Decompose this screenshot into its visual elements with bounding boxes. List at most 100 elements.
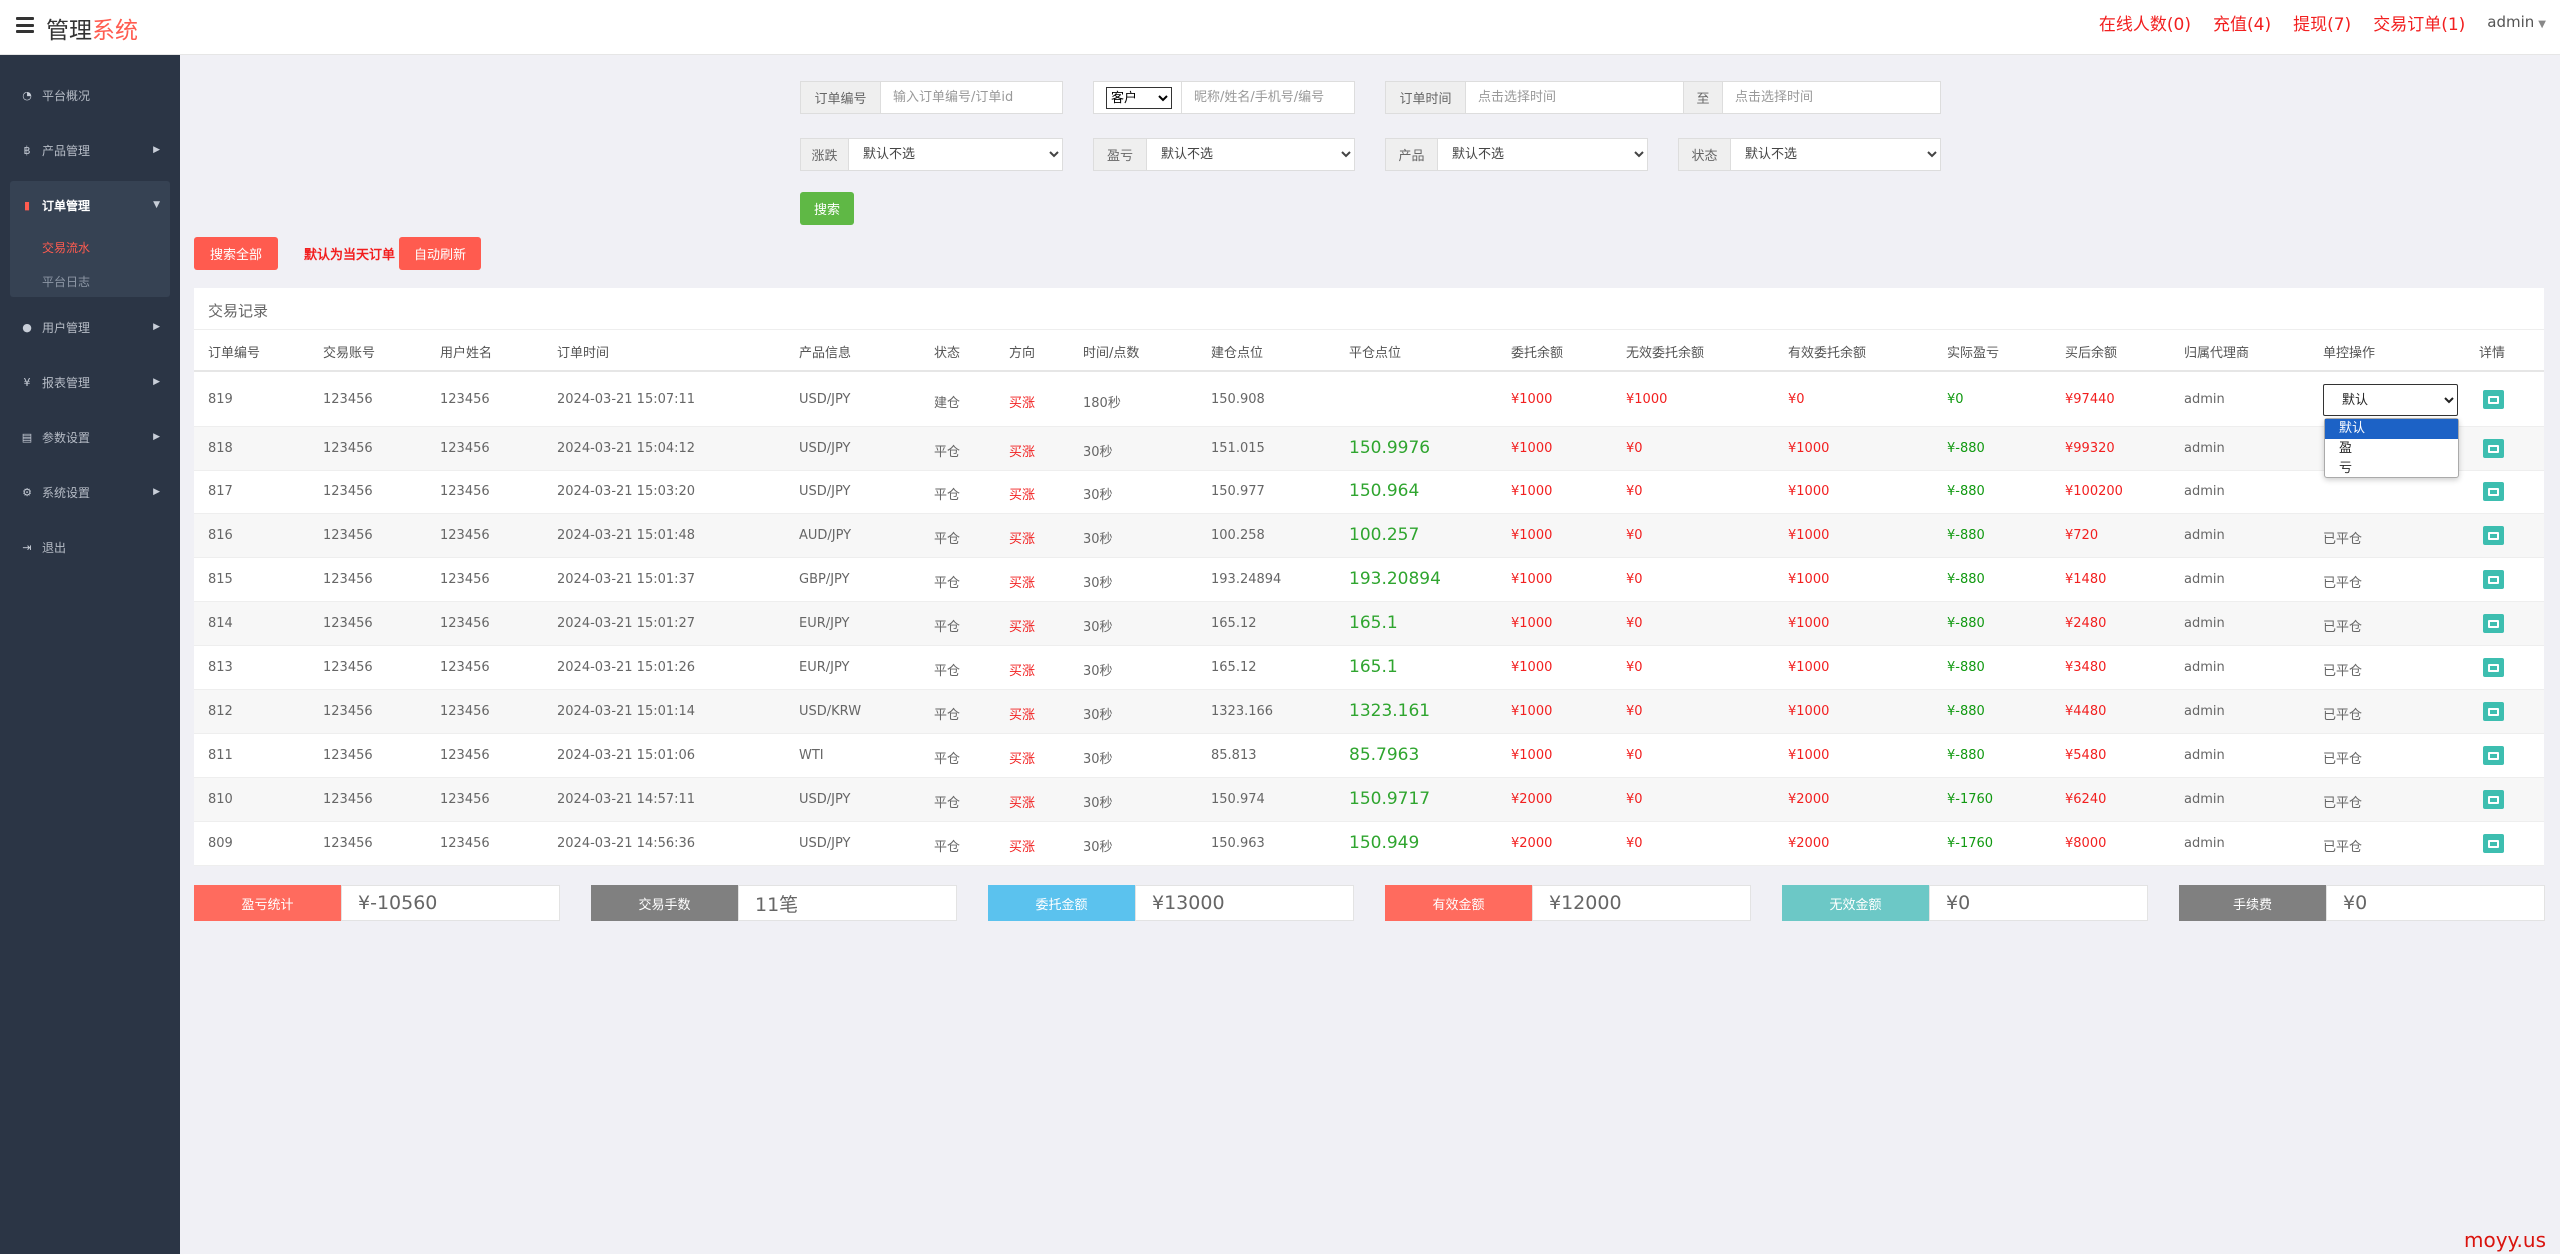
time-start-input[interactable] <box>1466 82 1683 113</box>
stat-label: 盈亏统计 <box>194 885 341 921</box>
control-option-loss[interactable]: 亏 <box>2339 461 2353 476</box>
agent-cell: admin <box>2184 484 2225 499</box>
trade-orders-link[interactable]: 交易订单(1) <box>2373 14 2466 35</box>
sidebar: ◔ 平台概况 ฿ 产品管理 ▶ ▮ 订单管理 ▼ 交易流水 平台日志 ● 用户管理 ▶ ¥ 报表… <box>0 55 180 1254</box>
actual-pnl-cell: ¥-880 <box>1947 441 1985 456</box>
search-button[interactable]: 搜索 <box>800 192 854 225</box>
to-label: 至 <box>1683 82 1723 113</box>
sidebar-item-users[interactable]: ● 用户管理 ▶ <box>0 308 180 346</box>
product-cell: USD/JPY <box>799 441 851 456</box>
control-status-cell: 已平仓 <box>2323 532 2363 547</box>
chevron-right-icon: ▶ <box>153 145 160 155</box>
logout-icon: ⇥ <box>22 540 32 554</box>
sidebar-subitem-logs[interactable]: 平台日志 <box>42 275 91 289</box>
order-time-cell: 2024-03-21 15:07:11 <box>557 392 696 407</box>
user-name-cell: 123456 <box>440 836 490 851</box>
direction-cell: 买涨 <box>1009 708 1036 723</box>
agent-cell: admin <box>2184 792 2225 807</box>
detail-icon[interactable] <box>2483 834 2504 853</box>
online-users-link[interactable]: 在线人数(0) <box>2098 14 2192 35</box>
sidebar-item-params[interactable]: ▤ 参数设置 ▶ <box>0 418 180 456</box>
customer-type-select[interactable]: 客户 <box>1106 87 1172 109</box>
chevron-right-icon: ▶ <box>153 432 160 442</box>
detail-icon[interactable] <box>2483 702 2504 721</box>
sidebar-item-orders[interactable]: ▮ 订单管理 ▼ <box>0 186 180 224</box>
detail-icon[interactable] <box>2483 390 2504 409</box>
order-no-input[interactable] <box>881 82 1062 113</box>
status-filter: 状态 默认不选 <box>1678 138 1941 171</box>
product-cell: USD/JPY <box>799 392 851 407</box>
open-price-cell: 150.908 <box>1211 392 1265 407</box>
balance-after-cell: ¥720 <box>2065 528 2099 543</box>
panel-title: 交易记录 <box>208 302 269 320</box>
detail-icon[interactable] <box>2483 439 2504 458</box>
detail-icon[interactable] <box>2483 526 2504 545</box>
entrust-amount-cell: ¥1000 <box>1511 484 1553 499</box>
sidebar-item-logout[interactable]: ⇥ 退出 <box>0 528 180 566</box>
product-label: 产品 <box>1386 139 1438 170</box>
product-cell: USD/KRW <box>799 704 862 719</box>
valid-amount-cell: ¥1000 <box>1788 528 1830 543</box>
entrust-amount-cell: ¥1000 <box>1511 392 1553 407</box>
table-row: 812 123456 123456 2024-03-21 15:01:14 USD/KR… <box>194 690 2544 734</box>
withdraw-link[interactable]: 提现(7) <box>2293 14 2352 35</box>
detail-icon[interactable] <box>2483 746 2504 765</box>
user-name-cell: 123456 <box>440 792 490 807</box>
control-select[interactable]: 默认 <box>2323 384 2458 416</box>
rise-fall-select[interactable]: 默认不选 <box>849 139 1062 170</box>
actual-pnl-cell: ¥-1760 <box>1947 836 1994 851</box>
agent-cell: admin <box>2184 441 2225 456</box>
sidebar-item-reports[interactable]: ¥ 报表管理 ▶ <box>0 363 180 401</box>
close-price-cell: 165.1 <box>1349 613 1398 633</box>
control-option-profit[interactable]: 盈 <box>2339 441 2353 456</box>
chevron-down-icon: ▼ <box>2538 19 2546 30</box>
actual-pnl-cell: ¥-880 <box>1947 572 1985 587</box>
chevron-right-icon: ▶ <box>153 487 160 497</box>
status-select[interactable]: 默认不选 <box>1731 139 1940 170</box>
sidebar-item-products[interactable]: ฿ 产品管理 ▶ <box>0 131 180 169</box>
order-time-cell: 2024-03-21 15:01:14 <box>557 704 696 719</box>
watermark: moyy.us <box>2464 1228 2546 1252</box>
control-option-default[interactable]: 默认 <box>2325 419 2458 439</box>
detail-icon[interactable] <box>2483 570 2504 589</box>
detail-icon[interactable] <box>2483 482 2504 501</box>
duration-cell: 30秒 <box>1083 708 1113 723</box>
entrust-amount-cell: ¥1000 <box>1511 704 1553 719</box>
product-cell: EUR/JPY <box>799 660 850 675</box>
close-price-cell: 85.7963 <box>1349 745 1420 765</box>
sidebar-item-label: 参数设置 <box>42 430 91 445</box>
direction-cell: 买涨 <box>1009 840 1036 855</box>
sidebar-subitem-transactions[interactable]: 交易流水 <box>42 241 91 255</box>
admin-user-menu[interactable]: admin ▼ <box>2487 13 2546 31</box>
entrust-amount-cell: ¥2000 <box>1511 792 1553 807</box>
sidebar-item-overview[interactable]: ◔ 平台概况 <box>0 76 180 114</box>
valid-amount-cell: ¥1000 <box>1788 572 1830 587</box>
column-header: 无效委托余额 <box>1626 346 1705 361</box>
invalid-amount-cell: ¥0 <box>1626 836 1643 851</box>
duration-cell: 30秒 <box>1083 576 1113 591</box>
agent-cell: admin <box>2184 748 2225 763</box>
direction-cell: 买涨 <box>1009 576 1036 591</box>
hamburger-menu-icon[interactable] <box>16 17 34 33</box>
detail-icon[interactable] <box>2483 614 2504 633</box>
open-price-cell: 100.258 <box>1211 528 1265 543</box>
status-cell: 建仓 <box>934 396 961 411</box>
time-end-input[interactable] <box>1723 82 1939 113</box>
stat-label: 手续费 <box>2179 885 2326 921</box>
agent-cell: admin <box>2184 616 2225 631</box>
detail-icon-glyph <box>2488 795 2499 804</box>
account-cell: 123456 <box>323 792 373 807</box>
sidebar-item-system[interactable]: ⚙ 系统设置 ▶ <box>0 473 180 511</box>
status-cell: 平仓 <box>934 532 961 547</box>
balance-after-cell: ¥4480 <box>2065 704 2107 719</box>
customer-search-input[interactable] <box>1182 82 1354 113</box>
auto-refresh-button[interactable]: 自动刷新 <box>399 237 481 270</box>
detail-icon[interactable] <box>2483 790 2504 809</box>
recharge-link[interactable]: 充值(4) <box>2213 14 2272 35</box>
profit-select[interactable]: 默认不选 <box>1147 139 1354 170</box>
stat-block: 手续费 ¥0 <box>2179 885 2545 921</box>
detail-icon[interactable] <box>2483 658 2504 677</box>
order-time-cell: 2024-03-21 15:01:27 <box>557 616 696 631</box>
search-all-button[interactable]: 搜索全部 <box>194 237 278 270</box>
product-select[interactable]: 默认不选 <box>1438 139 1647 170</box>
